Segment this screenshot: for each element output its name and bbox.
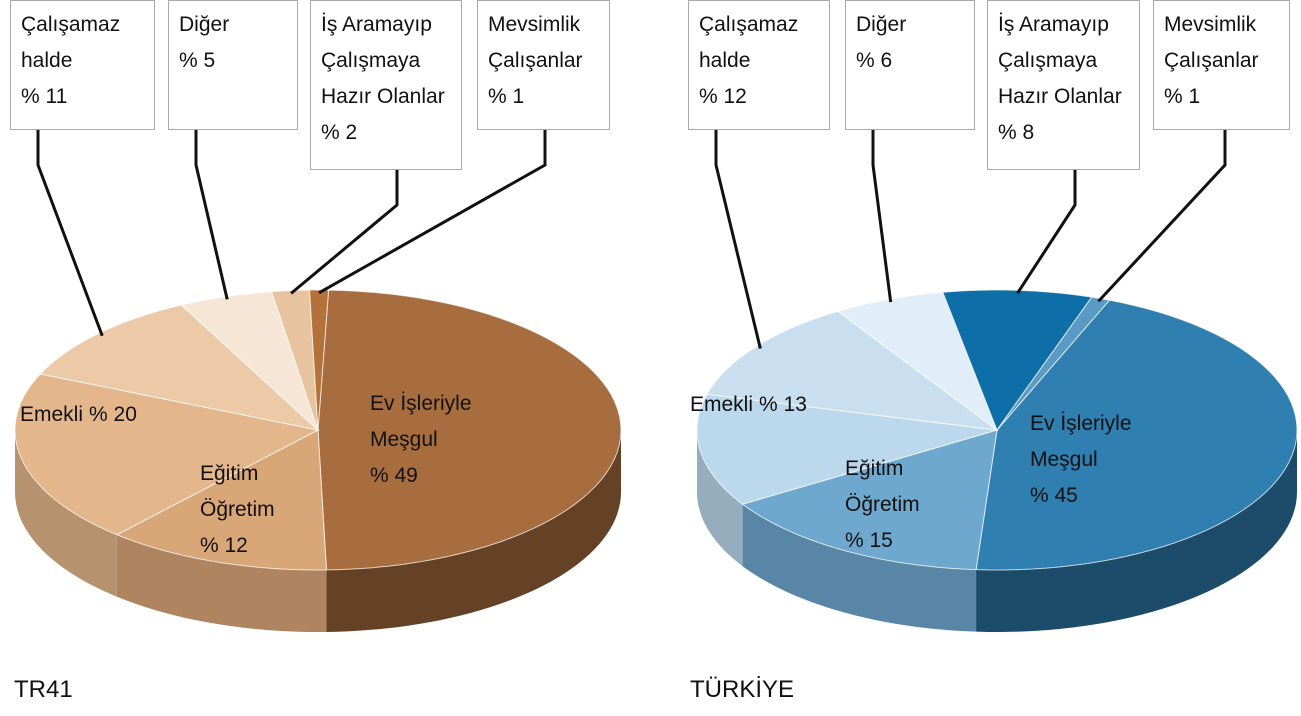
slice-label-value: % 45 — [1030, 484, 1078, 507]
slice — [696, 393, 998, 505]
slice-label: Ev İşleriyle Meşgul % 49 — [370, 386, 510, 494]
slice — [836, 291, 999, 432]
callout-name: Mevsimlik Çalışanlar — [1164, 13, 1259, 72]
leader-line — [194, 130, 229, 300]
slice — [317, 289, 622, 571]
callout-box: Mevsimlik Çalışanlar % 1 — [477, 0, 610, 130]
callout-name: Diğer — [856, 13, 907, 36]
slice-label-name: Eğitim Öğretim — [200, 462, 275, 521]
slice-label-name: Emekli — [20, 403, 84, 426]
slice-side — [697, 430, 743, 567]
callout-box: Mevsimlik Çalışanlar % 1 — [1153, 0, 1290, 130]
slice — [14, 373, 320, 536]
slice-label-value: % 15 — [845, 529, 893, 552]
callout-value: % 1 — [488, 85, 525, 108]
callout-value: % 11 — [21, 85, 68, 108]
slice — [39, 304, 320, 431]
slice — [270, 289, 319, 431]
callout-value: % 2 — [321, 121, 358, 144]
slice-label: Eğitim Öğretim % 12 — [200, 456, 290, 564]
slice-label-name: Ev İşleriyle Meşgul — [370, 392, 472, 451]
leader-line — [1016, 170, 1077, 294]
callout-box: Diğer % 6 — [845, 0, 975, 130]
leader-line — [1097, 130, 1227, 303]
callout-box: İş Aramayıp Çalışmaya Hazır Olanlar % 2 — [310, 0, 462, 170]
callout-name: Çalışamaz halde — [699, 13, 799, 72]
leader-line — [290, 170, 399, 295]
slice-label-value: % 49 — [370, 464, 418, 487]
slice-label: Emekli% 13 — [690, 387, 890, 423]
callout-name: Mevsimlik Çalışanlar — [488, 13, 583, 72]
chart-title: TÜRKİYE — [690, 676, 795, 703]
slice-label-name: Eğitim Öğretim — [845, 457, 920, 516]
chart-title: TR41 — [14, 676, 73, 703]
slice — [975, 299, 1298, 571]
callout-box: Diğer % 5 — [168, 0, 298, 130]
leader-line — [36, 130, 104, 337]
callout-value: % 5 — [179, 49, 216, 72]
leader-line — [318, 130, 547, 295]
slice — [115, 429, 327, 571]
slice-side — [15, 430, 117, 597]
slice-side — [116, 534, 327, 632]
callout-value: % 6 — [856, 49, 893, 72]
slice-label-value: % 13 — [759, 393, 807, 416]
slice-side — [976, 430, 1297, 632]
slice-label-value: % 20 — [89, 403, 137, 426]
slice — [706, 310, 999, 431]
slice-label-name: Emekli — [690, 393, 754, 416]
callout-value: % 8 — [998, 121, 1035, 144]
slice-label: Ev İşleriyle Meşgul % 45 — [1030, 406, 1170, 514]
callout-name: Çalışamaz halde — [21, 13, 121, 72]
callout-box: Çalışamaz halde % 12 — [688, 0, 830, 130]
slice-label-value: % 12 — [200, 534, 248, 557]
callout-value: % 12 — [699, 85, 747, 108]
slice-side — [326, 430, 621, 632]
slice — [741, 429, 998, 571]
leader-line — [871, 130, 893, 303]
callout-box: Çalışamaz halde % 11 — [10, 0, 155, 130]
slice-label: Eğitim Öğretim % 15 — [845, 451, 935, 559]
callout-value: % 1 — [1164, 85, 1201, 108]
callout-box: İş Aramayıp Çalışmaya Hazır Olanlar % 8 — [987, 0, 1140, 170]
callout-name: İş Aramayıp Çalışmaya Hazır Olanlar — [998, 13, 1122, 108]
slice-label-name: Ev İşleriyle Meşgul — [1030, 412, 1132, 471]
callout-name: İş Aramayıp Çalışmaya Hazır Olanlar — [321, 13, 445, 108]
slice-label: Emekli% 20 — [20, 397, 220, 433]
callout-name: Diğer — [179, 13, 230, 36]
leader-line — [714, 130, 762, 349]
